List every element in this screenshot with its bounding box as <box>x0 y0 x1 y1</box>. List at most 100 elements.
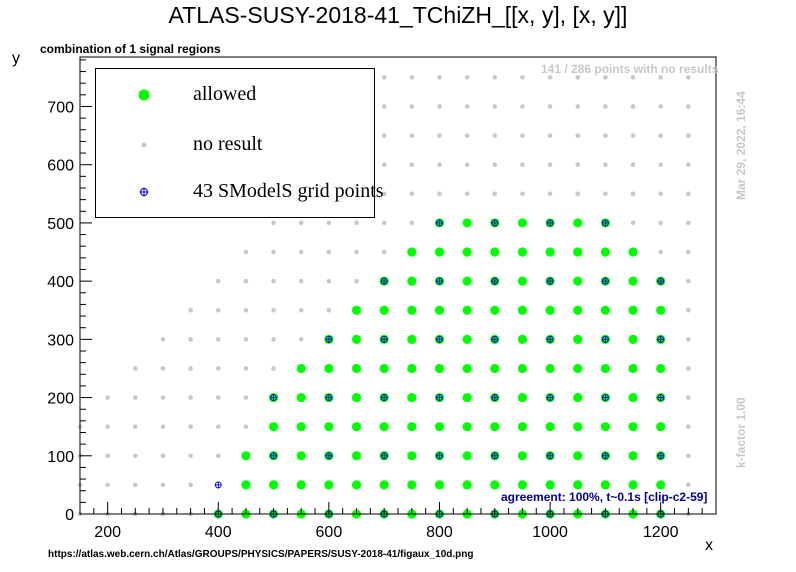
no-result-point <box>243 278 249 284</box>
allowed-point <box>600 363 610 374</box>
allowed-point <box>434 480 445 490</box>
no-result-point <box>381 249 387 255</box>
no-result-point <box>188 395 193 400</box>
no-result-marker-icon <box>141 142 147 148</box>
allowed-point <box>517 451 528 461</box>
no-result-point <box>492 104 498 109</box>
no-result-point <box>243 337 249 342</box>
allowed-point <box>379 480 389 490</box>
allowed-point <box>573 276 583 286</box>
allowed-point <box>628 247 638 257</box>
no-result-point <box>160 395 166 400</box>
grid-point <box>657 452 665 460</box>
no-result-point <box>381 162 387 168</box>
allowed-point <box>379 363 389 374</box>
allowed-point <box>490 247 500 257</box>
x-axis-label: x <box>705 537 713 554</box>
allowed-point <box>600 480 610 490</box>
no-result-point <box>658 75 663 80</box>
no-result-point <box>686 395 691 400</box>
no-result-point <box>326 220 332 226</box>
no-result-point <box>437 75 442 80</box>
no-result-point <box>437 162 442 168</box>
allowed-point <box>517 392 528 403</box>
allowed-point <box>600 422 610 432</box>
grid-point <box>546 394 554 402</box>
grid-point <box>380 277 388 285</box>
no-result-point <box>686 162 691 168</box>
no-result-point <box>686 278 691 284</box>
no-result-point <box>658 191 663 197</box>
no-result-point <box>409 220 415 226</box>
allowed-point <box>573 247 583 257</box>
grid-point <box>435 394 443 402</box>
allowed-point <box>241 480 251 490</box>
x-tick-label: 600 <box>316 524 343 541</box>
allowed-point <box>517 218 528 228</box>
allowed-point <box>628 305 638 315</box>
grid-point <box>601 452 609 460</box>
grid-point <box>325 335 333 343</box>
allowed-point <box>517 363 528 374</box>
no-result-point <box>298 249 304 255</box>
no-result-point <box>409 104 415 109</box>
no-result-point <box>188 366 193 371</box>
allowed-point <box>573 218 583 228</box>
no-result-point <box>686 249 691 255</box>
allowed-point <box>600 305 610 315</box>
no-result-point <box>547 162 553 168</box>
allowed-point <box>434 363 445 374</box>
no-result-point <box>630 75 636 80</box>
no-result-point <box>215 278 221 284</box>
allowed-point <box>573 363 583 374</box>
allowed-point <box>656 480 666 490</box>
allowed-point <box>517 334 528 344</box>
y-tick-label: 300 <box>47 332 74 349</box>
no-result-point <box>686 75 691 80</box>
no-result-point <box>215 453 221 459</box>
allowed-point <box>296 392 306 403</box>
grid-point <box>546 335 554 343</box>
no-result-point <box>188 424 193 429</box>
no-result-point <box>575 104 581 109</box>
no-result-point <box>409 191 415 197</box>
no-result-point <box>464 133 470 138</box>
no-result-point <box>658 220 663 226</box>
no-result-point <box>464 162 470 168</box>
source-url: https://atlas.web.cern.ch/Atlas/GROUPS/P… <box>48 549 474 560</box>
no-result-point <box>658 133 663 138</box>
no-result-point <box>381 104 387 109</box>
allowed-point <box>296 480 306 490</box>
no-result-point <box>520 133 525 138</box>
allowed-point <box>545 480 555 490</box>
grid-point <box>380 452 388 460</box>
allowed-point <box>462 392 472 403</box>
grid-point <box>435 219 443 227</box>
no-result-point <box>686 424 691 429</box>
no-result-point <box>575 133 581 138</box>
grid-point <box>601 335 609 343</box>
allowed-point <box>407 392 417 403</box>
no-result-point <box>575 75 581 80</box>
allowed-point <box>324 363 334 374</box>
allowed-point <box>462 247 472 257</box>
no-result-point <box>547 191 553 197</box>
grid-point <box>601 219 609 227</box>
no-result-point <box>686 220 691 226</box>
allowed-point <box>517 480 528 490</box>
no-result-point <box>630 162 636 168</box>
no-result-point <box>658 104 663 109</box>
grid-point <box>380 335 388 343</box>
legend-item-allowed: allowed <box>96 75 374 115</box>
x-tick-label: 200 <box>94 524 121 541</box>
allowed-point <box>407 334 417 344</box>
allowed-point <box>628 480 638 490</box>
allowed-point <box>628 276 638 286</box>
grid-point <box>491 277 499 285</box>
no-result-point <box>326 307 332 313</box>
no-result-point <box>105 395 110 400</box>
allowed-point <box>573 480 583 490</box>
allowed-point <box>296 451 306 461</box>
no-result-point <box>381 133 387 138</box>
no-result-point <box>603 162 608 168</box>
